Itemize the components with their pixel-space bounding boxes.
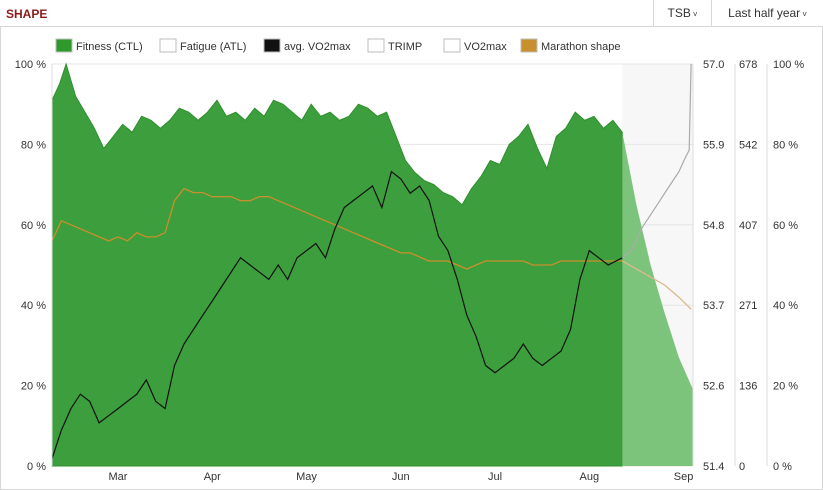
legend-item: Fitness (CTL): [55, 38, 143, 53]
x-tick-label: Aug: [580, 471, 600, 483]
y-tick-label-left: 100 %: [15, 59, 46, 71]
marathon-shape-forecast-line: [621, 260, 692, 310]
legend-label: Marathon shape: [541, 41, 621, 53]
x-tick-label: Apr: [204, 471, 221, 483]
swatch-icon: [159, 38, 177, 53]
chart-header: SHAPE TSB ˅ Last half year ˅: [0, 0, 823, 27]
y-tick-label-vo2max: 57.0: [703, 59, 724, 71]
y-tick-label-right: 20 %: [773, 381, 798, 393]
y-tick-label-left: 0 %: [27, 461, 46, 473]
y-tick-label-trimp: 542: [739, 139, 757, 151]
y-tick-label-right: 100 %: [773, 59, 804, 71]
legend-item: VO2max: [443, 38, 507, 53]
legend: Fitness (CTL) Fatigue (ATL) avg. VO2max TRI…: [55, 38, 621, 53]
x-tick-label: Sep: [674, 471, 694, 483]
period-dropdown[interactable]: Last half year ˅: [711, 0, 823, 27]
y-tick-label-right: 0 %: [773, 461, 792, 473]
legend-item: Marathon shape: [520, 38, 621, 53]
y-tick-label-trimp: 678: [739, 59, 757, 71]
y-tick-label-left: 60 %: [21, 220, 46, 232]
tsb-label: TSB: [667, 6, 691, 20]
y-tick-label-left: 20 %: [21, 381, 46, 393]
period-label: Last half year: [728, 6, 801, 20]
marathon-shape-line: [51, 187, 623, 270]
y-tick-label-right: 60 %: [773, 220, 798, 232]
legend-label: VO2max: [464, 41, 507, 53]
axes: 0 % 20 % 40 % 60 % 80 % 100 % 51.4 52.6 53.7 54.8…: [15, 59, 805, 483]
y-tick-label-right: 80 %: [773, 139, 798, 151]
legend-label: Fatigue (ATL): [180, 41, 246, 53]
avg-vo2max-line: [51, 170, 623, 459]
swatch-icon: [55, 38, 73, 53]
y-tick-label-vo2max: 51.4: [703, 461, 724, 473]
legend-label: Fitness (CTL): [76, 41, 143, 53]
y-tick-label-vo2max: 53.7: [703, 300, 724, 312]
y-tick-label-trimp: 407: [739, 220, 757, 232]
fitness-area: [51, 62, 623, 467]
swatch-icon: [443, 38, 461, 53]
y-tick-label-trimp: 271: [739, 300, 757, 312]
panel-title: SHAPE: [6, 7, 48, 21]
legend-item: Fatigue (ATL): [159, 38, 246, 53]
y-tick-label-trimp: 0: [739, 461, 745, 473]
swatch-icon: [263, 38, 281, 53]
legend-label: avg. VO2max: [284, 41, 351, 53]
avg-vo2max-forecast-line: [621, 63, 692, 259]
x-tick-label: Mar: [109, 471, 128, 483]
legend-item: avg. VO2max: [263, 38, 351, 53]
legend-label: TRIMP: [388, 41, 422, 53]
tsb-dropdown[interactable]: TSB ˅: [653, 0, 711, 27]
y-tick-label-right: 40 %: [773, 300, 798, 312]
x-tick-label: Jun: [392, 471, 410, 483]
y-tick-label-vo2max: 54.8: [703, 220, 724, 232]
fitness-forecast-area: [622, 132, 693, 467]
y-tick-label-left: 40 %: [21, 300, 46, 312]
chevron-down-icon: ˅: [802, 10, 807, 19]
y-tick-label-vo2max: 52.6: [703, 381, 724, 393]
chevron-down-icon: ˅: [692, 10, 698, 19]
swatch-icon: [367, 38, 385, 53]
y-tick-label-left: 80 %: [21, 139, 46, 151]
x-tick-label: May: [296, 471, 317, 483]
plot-area: [51, 62, 693, 467]
y-tick-label-vo2max: 55.9: [703, 139, 724, 151]
swatch-icon: [520, 38, 538, 53]
legend-item: TRIMP: [367, 38, 422, 53]
x-tick-label: Jul: [488, 471, 502, 483]
y-tick-label-trimp: 136: [739, 381, 757, 393]
